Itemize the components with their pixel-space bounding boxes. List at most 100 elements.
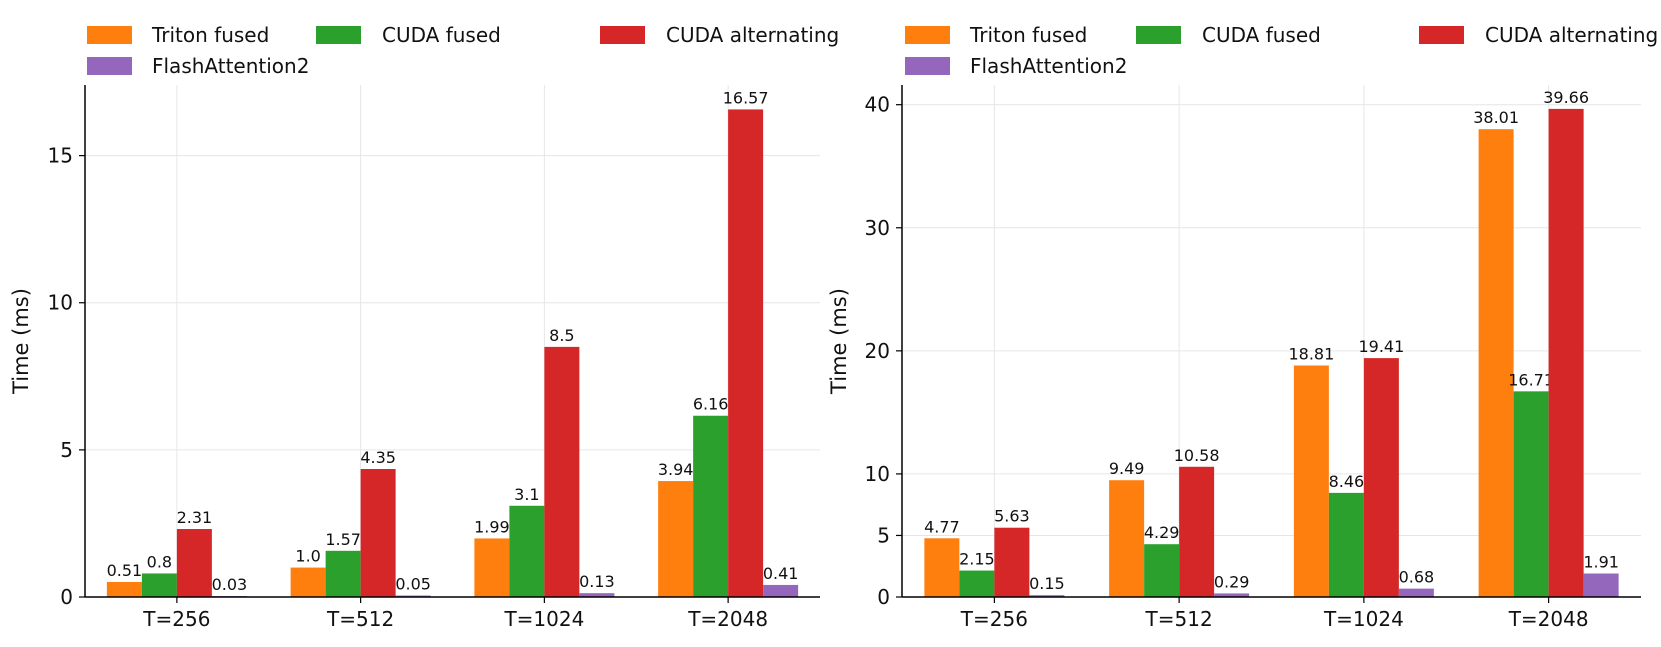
y-tick-label: 0 xyxy=(877,585,890,609)
legend-swatch xyxy=(87,57,132,75)
bar xyxy=(693,415,729,597)
right-chart: 0 5 10 20 30 40 4.77 2.15 5.63 0.15T=256 9.49 4.29 1… xyxy=(827,23,1658,631)
bar-value-label: 38.01 xyxy=(1473,108,1519,127)
bar-value-label: 0.8 xyxy=(147,552,172,571)
legend-label: CUDA alternating xyxy=(666,23,839,47)
bar-value-label: 3.94 xyxy=(658,460,694,479)
bar xyxy=(1293,365,1329,597)
bar xyxy=(1398,588,1434,597)
legend-label: Triton fused xyxy=(969,23,1087,47)
bar-value-label: 1.99 xyxy=(474,517,510,536)
bar xyxy=(176,529,212,597)
bar-value-label: 1.57 xyxy=(325,530,361,549)
bar-value-label: 19.41 xyxy=(1358,337,1404,356)
legend-label: CUDA fused xyxy=(1202,23,1321,47)
y-axis-title: Time (ms) xyxy=(827,288,851,395)
bar-value-label: 0.29 xyxy=(1214,572,1250,591)
y-tick-label: 15 xyxy=(48,144,73,168)
bar xyxy=(1548,108,1584,597)
bar-value-label: 0.15 xyxy=(1029,574,1065,593)
x-tick-label: T=1024 xyxy=(503,607,584,631)
bar xyxy=(325,550,361,597)
bar xyxy=(290,567,326,597)
y-tick-label: 20 xyxy=(865,339,890,363)
bar-value-label: 16.57 xyxy=(723,88,769,107)
bar xyxy=(1179,466,1215,597)
bar-value-label: 10.58 xyxy=(1174,446,1220,465)
bar xyxy=(1478,129,1514,597)
bar xyxy=(1214,593,1250,597)
legend-swatch xyxy=(600,26,645,44)
bar xyxy=(509,505,545,597)
bar-value-label: 39.66 xyxy=(1543,88,1589,107)
x-tick-label: T=2048 xyxy=(687,607,768,631)
bar xyxy=(959,570,995,597)
bar xyxy=(1363,358,1399,597)
y-tick-label: 5 xyxy=(60,438,73,462)
legend-label: FlashAttention2 xyxy=(970,54,1127,78)
y-tick-label: 30 xyxy=(865,216,890,240)
bar xyxy=(1144,544,1180,597)
legend-swatch xyxy=(905,57,950,75)
x-tick-label: T=1024 xyxy=(1323,607,1404,631)
x-tick-label: T=256 xyxy=(142,607,210,631)
bar xyxy=(579,593,615,597)
legend-swatch xyxy=(1136,26,1181,44)
bar-value-label: 9.49 xyxy=(1109,459,1145,478)
bar-value-label: 16.71 xyxy=(1508,370,1554,389)
bar xyxy=(1328,492,1364,597)
bar-value-label: 4.35 xyxy=(360,448,396,467)
bar-value-label: 0.41 xyxy=(763,564,799,583)
x-tick-label: T=512 xyxy=(1145,607,1213,631)
y-tick-label: 40 xyxy=(865,93,890,117)
bar xyxy=(106,581,142,597)
bar-value-label: 2.15 xyxy=(959,550,995,569)
bar-value-label: 1.91 xyxy=(1583,552,1619,571)
bar-value-label: 0.51 xyxy=(107,561,143,580)
bar xyxy=(1109,480,1145,597)
bar-value-label: 0.03 xyxy=(212,575,248,594)
bar-value-label: 18.81 xyxy=(1288,344,1334,363)
bar xyxy=(1513,391,1549,597)
bar xyxy=(360,469,396,597)
bar-value-label: 4.29 xyxy=(1144,523,1180,542)
bar-value-label: 8.5 xyxy=(549,326,574,345)
bar xyxy=(994,527,1030,597)
bar xyxy=(728,109,764,598)
bar xyxy=(544,346,580,597)
bar-value-label: 6.16 xyxy=(693,395,729,414)
y-axis-title: Time (ms) xyxy=(9,288,33,395)
bar xyxy=(924,538,960,597)
legend-swatch xyxy=(905,26,950,44)
bar xyxy=(763,584,799,597)
legend-swatch xyxy=(316,26,361,44)
bar xyxy=(658,481,694,597)
legend-label: FlashAttention2 xyxy=(152,54,309,78)
bar-value-label: 4.77 xyxy=(924,517,960,536)
bar xyxy=(1029,595,1065,597)
y-tick-label: 10 xyxy=(48,291,73,315)
legend-label: Triton fused xyxy=(151,23,269,47)
x-tick-label: T=512 xyxy=(326,607,394,631)
legend-swatch xyxy=(1419,26,1464,44)
y-tick-label: 10 xyxy=(865,462,890,486)
bar-value-label: 8.46 xyxy=(1329,472,1365,491)
y-tick-label: 5 xyxy=(877,523,890,547)
bar xyxy=(1583,573,1619,597)
bar-value-label: 1.0 xyxy=(295,547,320,566)
legend-label: CUDA alternating xyxy=(1485,23,1658,47)
bar xyxy=(474,538,510,597)
y-tick-label: 0 xyxy=(60,585,73,609)
bar-value-label: 5.63 xyxy=(994,507,1030,526)
bar-value-label: 3.1 xyxy=(514,485,539,504)
x-tick-label: T=256 xyxy=(960,607,1028,631)
left-chart: 0 5 10 15 0.51 0.8 2.31 0.03T=256 1.0 1.57 4.35 0.0… xyxy=(9,23,839,631)
bar-value-label: 2.31 xyxy=(177,508,213,527)
bar-value-label: 0.68 xyxy=(1399,568,1435,587)
legend-label: CUDA fused xyxy=(382,23,501,47)
bar-value-label: 0.13 xyxy=(579,572,615,591)
bar-value-label: 0.05 xyxy=(395,575,431,594)
x-tick-label: T=2048 xyxy=(1508,607,1589,631)
legend-swatch xyxy=(87,26,132,44)
